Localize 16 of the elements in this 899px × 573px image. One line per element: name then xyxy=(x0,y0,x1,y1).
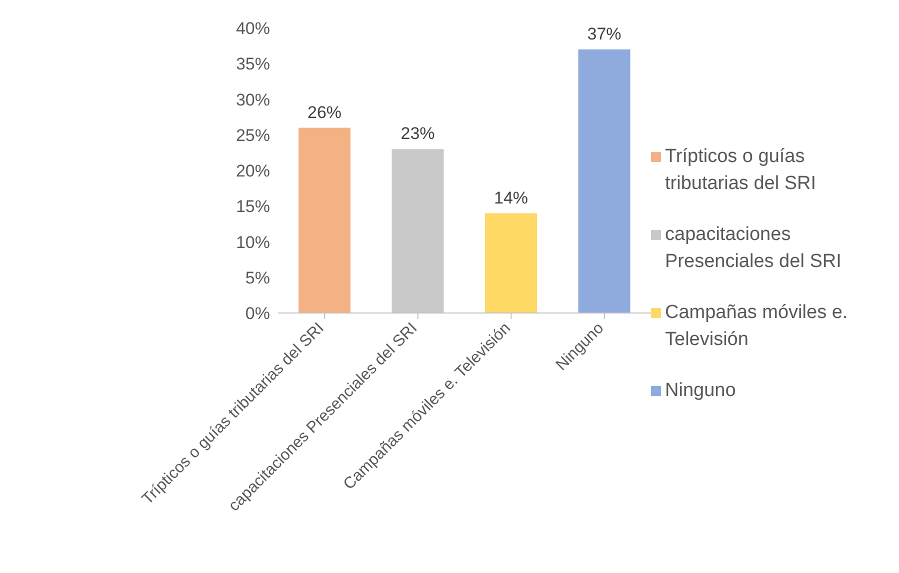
legend-label: capacitaciones Presenciales del SRI xyxy=(665,223,842,274)
y-tick-label: 35% xyxy=(236,54,270,74)
data-label: 23% xyxy=(400,124,435,144)
y-tick-label: 15% xyxy=(236,197,270,216)
data-label: 26% xyxy=(308,102,342,122)
data-label: 37% xyxy=(587,24,622,44)
y-tick-label: 40% xyxy=(236,19,270,38)
y-tick-label: 30% xyxy=(236,90,270,110)
y-tick-label: 5% xyxy=(245,268,270,288)
legend-label: Trípticos o guías tributarias del SRI xyxy=(665,145,818,196)
legend-label: Ninguno xyxy=(665,379,737,403)
data-label: 14% xyxy=(494,188,528,208)
y-tick-label: 0% xyxy=(245,304,270,324)
y-tick-label: 20% xyxy=(236,162,270,181)
y-tick-label: 25% xyxy=(236,126,270,145)
y-tick-label: 10% xyxy=(236,232,270,252)
